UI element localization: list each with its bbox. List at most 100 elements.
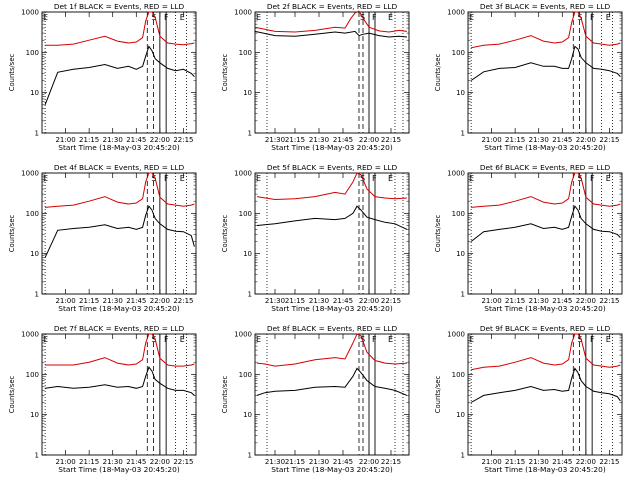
panel-5-ylabel: Counts/sec	[221, 215, 229, 253]
panel-4-xlabel: Start Time (18-May-03 20:45:20)	[58, 304, 180, 313]
panel-5-lld-line	[256, 172, 408, 201]
panel-7-xtick-label: 22:00	[150, 458, 170, 466]
panel-7-ylabel: Counts/sec	[8, 376, 16, 414]
panel-1-frame	[41, 11, 197, 134]
panel-4-ytick-label: 1	[35, 291, 39, 299]
panel-4-ylabel: Counts/sec	[8, 215, 16, 253]
panel-9-ytick-label: 1000	[447, 331, 465, 339]
panel-9-ylabel: Counts/sec	[434, 376, 442, 414]
panel-3-events-line	[470, 45, 621, 81]
panel-5-ytick-label: 10	[243, 250, 252, 258]
panel-6-frame	[467, 172, 623, 295]
panel-8-marker: E	[256, 335, 261, 344]
panel-6-marker: F	[590, 174, 595, 183]
panel-1-xtick-label: 21:45	[126, 136, 146, 144]
panel-3-frame	[467, 11, 623, 134]
panel-4-xtick-label: 22:15	[173, 297, 193, 305]
panel-1-ytick-label: 10	[30, 89, 39, 97]
panel-1-ytick-label: 100	[26, 49, 39, 57]
panel-2-xtick-label: 22:00	[359, 136, 379, 144]
panel-7-marker: E	[180, 335, 185, 344]
panel-9-xtick-label: 21:15	[505, 458, 525, 466]
panel-4-xtick-label: 22:00	[150, 297, 170, 305]
panel-3-xtick-label: 22:15	[599, 136, 619, 144]
panel-3-ytick-label: 1	[461, 130, 465, 138]
panel-7-frame	[41, 333, 197, 456]
panel-3-marker: F	[590, 13, 595, 22]
panel-4-ytick-label: 10	[30, 250, 39, 258]
panel-9-lld-line	[471, 333, 621, 371]
panel-1-marker: E	[180, 13, 185, 22]
panel-2-xlabel: Start Time (18-May-03 20:45:20)	[271, 143, 393, 152]
panel-5-title: Det 5f BLACK = Events, RED = LLD	[267, 163, 398, 172]
panel-2-frame	[254, 11, 410, 134]
panel-9-marker: F	[590, 335, 595, 344]
panel-6-ylabel: Counts/sec	[434, 215, 442, 253]
panel-3-xtick-label: 21:30	[529, 136, 549, 144]
panel-8-lld-line	[256, 333, 408, 367]
panel-9-marker: S	[577, 335, 582, 344]
panel-4-xtick-label: 21:45	[126, 297, 146, 305]
panel-1-lld-line	[45, 11, 195, 46]
panel-7-xlabel: Start Time (18-May-03 20:45:20)	[58, 465, 180, 474]
panel-7-lld-line	[45, 333, 195, 367]
panel-8-events-line	[256, 367, 408, 396]
panel-1-xtick-label: 22:15	[173, 136, 193, 144]
panel-4-marker: F	[164, 174, 169, 183]
panel-4-ytick-label: 1000	[21, 170, 39, 178]
panel-5-xtick-label: 21:30	[265, 297, 285, 305]
panel-9-title: Det 9f BLACK = Events, RED = LLD	[480, 324, 611, 333]
panel-8-title: Det 8f BLACK = Events, RED = LLD	[267, 324, 398, 333]
panel-1-xtick-label: 21:00	[55, 136, 75, 144]
panel-8-xlabel: Start Time (18-May-03 20:45:20)	[271, 465, 393, 474]
panel-1-ylabel: Counts/sec	[8, 54, 16, 92]
panel-3-marker: S	[577, 13, 582, 22]
panel-7-events-line	[45, 366, 195, 396]
panel-2-ylabel: Counts/sec	[221, 54, 229, 92]
panel-4-xtick-label: 21:15	[79, 297, 99, 305]
panel-4-lld-line	[45, 172, 195, 208]
panel-8-ytick-label: 100	[239, 371, 252, 379]
panel-8-ytick-label: 1000	[234, 331, 252, 339]
panel-9-ytick-label: 10	[456, 411, 465, 419]
panel-7-ytick-label: 100	[26, 371, 39, 379]
panel-8-frame	[254, 333, 410, 456]
panel-3-xtick-label: 21:15	[505, 136, 525, 144]
panel-2-marker: F	[372, 13, 377, 22]
panel-8-xtick-label: 21:30	[309, 458, 329, 466]
panel-3-ytick-label: 100	[452, 49, 465, 57]
panel-5-marker: E	[388, 174, 393, 183]
panel-8-ytick-label: 10	[243, 411, 252, 419]
panel-9-xtick-label: 21:30	[529, 458, 549, 466]
panel-1-marker: F	[164, 13, 169, 22]
panel-7-marker: E	[43, 335, 48, 344]
panel-4-title: Det 4f BLACK = Events, RED = LLD	[54, 163, 185, 172]
panel-4-marker: E	[43, 174, 48, 183]
panel-5-xtick-label: 21:30	[309, 297, 329, 305]
panel-9-xtick-label: 22:00	[576, 458, 596, 466]
panel-5-marker: F	[372, 174, 377, 183]
panel-2-xtick-label: 22:15	[381, 136, 401, 144]
panel-2-events-line	[254, 30, 408, 38]
panel-1-xtick-label: 21:30	[103, 136, 123, 144]
panel-3-marker: E	[469, 13, 474, 22]
panel-4-xtick-label: 21:30	[103, 297, 123, 305]
panel-8-xtick-label: 21:15	[285, 458, 305, 466]
panel-1-events-line	[44, 45, 195, 105]
panel-8-xtick-label: 21:30	[265, 458, 285, 466]
panel-6-marker: E	[606, 174, 611, 183]
panel-7-xtick-label: 21:15	[79, 458, 99, 466]
panel-3-title: Det 3f BLACK = Events, RED = LLD	[480, 2, 611, 11]
panel-9-xlabel: Start Time (18-May-03 20:45:20)	[484, 465, 606, 474]
panel-4-marker: E	[180, 174, 185, 183]
panel-3-lld-line	[471, 11, 621, 49]
panel-5-xlabel: Start Time (18-May-03 20:45:20)	[271, 304, 393, 313]
panel-1-xtick-label: 22:00	[150, 136, 170, 144]
panel-2-lld-line	[254, 10, 408, 33]
panel-6-xtick-label: 21:30	[529, 297, 549, 305]
panel-9-events-line	[470, 367, 621, 403]
panel-3-ytick-label: 10	[456, 89, 465, 97]
panel-9-marker: E	[606, 335, 611, 344]
panel-5-xtick-label: 21:45	[333, 297, 353, 305]
